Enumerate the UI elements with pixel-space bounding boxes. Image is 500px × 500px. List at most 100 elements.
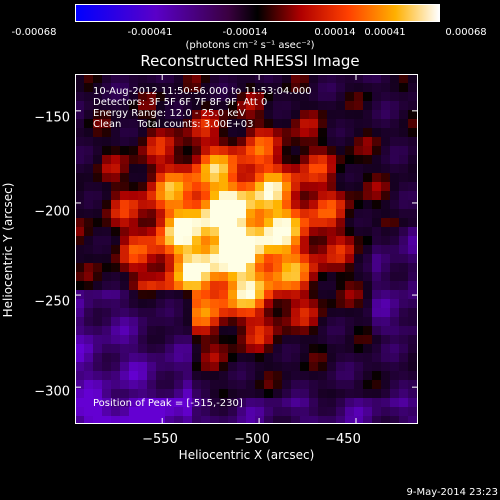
heatmap-cell [291, 227, 301, 237]
heatmap-cell [363, 416, 373, 424]
heatmap-cell [138, 353, 148, 363]
heatmap-cell [390, 83, 400, 93]
heatmap-cell [138, 407, 148, 417]
heatmap-cell [336, 83, 346, 93]
heatmap-cell [300, 299, 310, 309]
heatmap-cell [318, 344, 328, 354]
heatmap-cell [228, 380, 238, 390]
heatmap-cell [246, 362, 256, 372]
heatmap-cell [147, 146, 157, 156]
heatmap-cell [273, 272, 283, 282]
heatmap-cell [165, 245, 175, 255]
heatmap-cell [138, 362, 148, 372]
heatmap-cell [300, 389, 310, 399]
heatmap-cell [237, 119, 247, 129]
heatmap-cell [201, 209, 211, 219]
heatmap-cell [174, 155, 184, 165]
heatmap-cell [363, 308, 373, 318]
heatmap-cell [237, 290, 247, 300]
heatmap-cell [327, 191, 337, 201]
heatmap-cell [282, 101, 292, 111]
heatmap-cell [255, 218, 265, 228]
heatmap-cell [228, 398, 238, 408]
heatmap-cell [282, 74, 292, 84]
heatmap-cell [264, 389, 274, 399]
heatmap-cell [210, 155, 220, 165]
heatmap-cell [210, 380, 220, 390]
heatmap-cell [174, 128, 184, 138]
heatmap-cell [111, 146, 121, 156]
heatmap-cell [138, 191, 148, 201]
heatmap-cell [327, 101, 337, 111]
heatmap-cell [210, 119, 220, 129]
heatmap-cell [372, 209, 382, 219]
heatmap-cell [300, 227, 310, 237]
heatmap-cell [228, 281, 238, 291]
heatmap-cell [93, 299, 103, 309]
heatmap-cell [165, 353, 175, 363]
heatmap-cell [201, 362, 211, 372]
heatmap-cell [192, 308, 202, 318]
heatmap-cell [174, 308, 184, 318]
heatmap-cell [102, 119, 112, 129]
heatmap-cell [102, 218, 112, 228]
heatmap-cell [300, 209, 310, 219]
heatmap-cell [183, 101, 193, 111]
heatmap-cell [219, 146, 229, 156]
heatmap-cell [147, 128, 157, 138]
heatmap-cell [129, 74, 139, 84]
heatmap-cell [327, 281, 337, 291]
heatmap-cell [183, 416, 193, 424]
heatmap-cell [318, 245, 328, 255]
heatmap-cell [291, 155, 301, 165]
heatmap-cell [192, 335, 202, 345]
heatmap-cell [120, 335, 130, 345]
heatmap-cell [228, 173, 238, 183]
heatmap-cell [372, 110, 382, 120]
heatmap-cell [75, 245, 85, 255]
heatmap-cell [381, 146, 391, 156]
heatmap-cell [174, 317, 184, 327]
heatmap-cell [327, 146, 337, 156]
heatmap-cell [237, 281, 247, 291]
heatmap-cell [129, 101, 139, 111]
heatmap-cell [291, 299, 301, 309]
heatmap-cell [318, 353, 328, 363]
heatmap-cell [390, 272, 400, 282]
heatmap-cell [300, 398, 310, 408]
heatmap-cell [291, 173, 301, 183]
heatmap-cell [183, 191, 193, 201]
heatmap-cell [372, 74, 382, 84]
heatmap-cell [219, 83, 229, 93]
heatmap-cell [327, 326, 337, 336]
heatmap-cell [165, 218, 175, 228]
heatmap-cell [336, 344, 346, 354]
heatmap-cell [156, 344, 166, 354]
heatmap-cell [237, 299, 247, 309]
heatmap-cell [192, 362, 202, 372]
heatmap-cell [219, 218, 229, 228]
heatmap-cell [201, 344, 211, 354]
heatmap-cell [309, 200, 319, 210]
heatmap-cell [399, 74, 409, 84]
heatmap-cell [156, 191, 166, 201]
heatmap-cell [201, 164, 211, 174]
heatmap-cell [219, 101, 229, 111]
heatmap-cell [363, 326, 373, 336]
heatmap-cell [156, 182, 166, 192]
heatmap-cell [75, 362, 85, 372]
heatmap-cell [354, 227, 364, 237]
heatmap-cell [291, 110, 301, 120]
heatmap-cell [192, 173, 202, 183]
heatmap-cell [246, 110, 256, 120]
heatmap-cell [300, 290, 310, 300]
heatmap-cell [138, 317, 148, 327]
heatmap-cell [228, 218, 238, 228]
heatmap-cell [120, 236, 130, 246]
heatmap-cell [138, 209, 148, 219]
heatmap-cell [84, 317, 94, 327]
heatmap-cell [282, 371, 292, 381]
heatmap-cell [138, 344, 148, 354]
heatmap-cell [408, 380, 418, 390]
heatmap-cells [75, 74, 418, 424]
